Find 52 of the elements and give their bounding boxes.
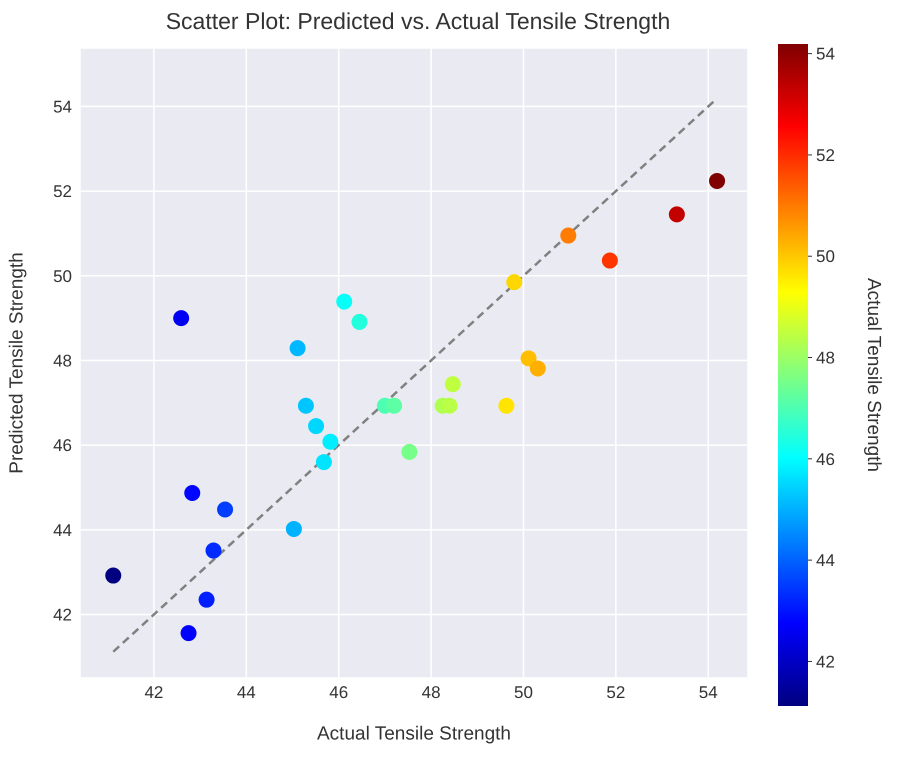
color-bar-label: 52 bbox=[816, 146, 835, 165]
point bbox=[602, 252, 618, 269]
point bbox=[520, 350, 537, 366]
point bbox=[506, 274, 522, 290]
point bbox=[351, 314, 368, 330]
x-tick-label: 52 bbox=[606, 683, 626, 702]
point bbox=[709, 172, 726, 189]
color-bar-label: 54 bbox=[816, 44, 835, 64]
point bbox=[498, 398, 514, 414]
color-bar-label: 48 bbox=[816, 348, 835, 368]
point bbox=[386, 398, 402, 414]
y-tick-label: 48 bbox=[53, 351, 72, 370]
y-tick-label: 46 bbox=[53, 436, 72, 456]
point bbox=[530, 360, 546, 377]
point bbox=[184, 484, 200, 501]
y-tick-label: 54 bbox=[53, 97, 72, 116]
y-axis-title: Predicted Tensile Strength bbox=[6, 252, 28, 474]
color-bar-label: 44 bbox=[816, 551, 835, 570]
x-tick-label: 54 bbox=[698, 683, 718, 702]
color-bar-label: 42 bbox=[816, 652, 835, 672]
color-bar-label: 46 bbox=[816, 450, 835, 469]
x-tick-label: 44 bbox=[236, 683, 256, 702]
point bbox=[336, 294, 352, 310]
color-bar-title: Actual Tensile Strength bbox=[863, 278, 884, 472]
point bbox=[105, 568, 122, 584]
y-tick-label: 42 bbox=[53, 606, 72, 625]
point bbox=[286, 520, 302, 537]
y-tick-label: 52 bbox=[53, 182, 72, 202]
point bbox=[198, 592, 215, 608]
point bbox=[206, 542, 222, 559]
x-tick-label: 46 bbox=[329, 683, 348, 702]
point bbox=[298, 398, 314, 414]
point bbox=[442, 398, 458, 414]
y-tick-label: 44 bbox=[53, 520, 72, 540]
point bbox=[217, 501, 234, 518]
y-tick-label: 50 bbox=[53, 266, 72, 286]
chart-title: Scatter Plot: Predicted vs. Actual Tensile Strength bbox=[164, 8, 672, 35]
point bbox=[173, 310, 190, 326]
point bbox=[290, 340, 306, 356]
point bbox=[180, 625, 197, 642]
x-tick-label: 50 bbox=[514, 683, 533, 702]
x-tick-label: 48 bbox=[422, 683, 441, 702]
x-tick-label: 42 bbox=[144, 683, 164, 702]
point bbox=[560, 228, 576, 244]
point bbox=[322, 434, 338, 450]
point bbox=[668, 206, 685, 222]
x-axis-title: Actual Tensile Strength bbox=[317, 723, 511, 744]
point bbox=[308, 418, 324, 434]
point bbox=[401, 444, 418, 460]
point bbox=[316, 454, 332, 470]
color-bar-label: 50 bbox=[816, 247, 835, 266]
point bbox=[444, 376, 461, 392]
